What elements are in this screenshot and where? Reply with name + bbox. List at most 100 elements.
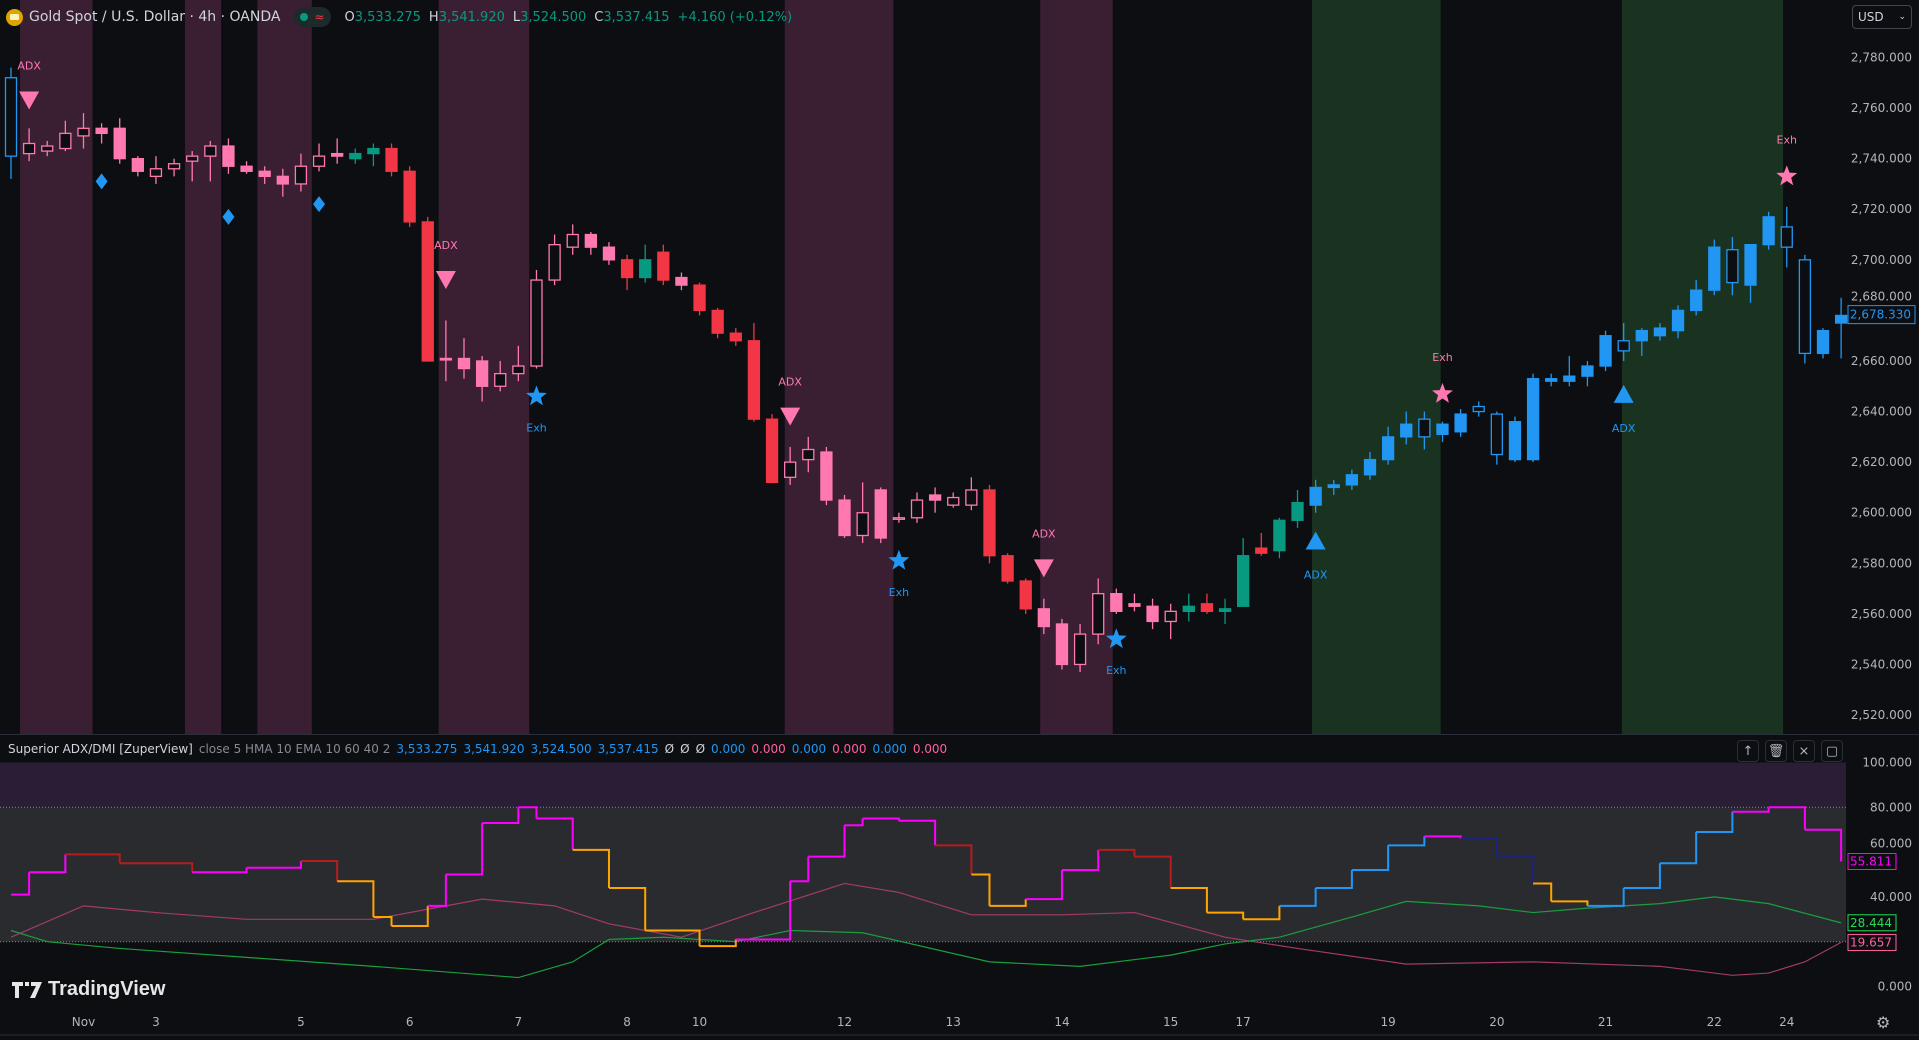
candle-body	[113, 127, 126, 160]
candle-body	[1237, 555, 1250, 607]
candle-body	[693, 284, 706, 312]
settings-gear-icon[interactable]: ⚙	[1876, 1013, 1891, 1032]
candle-body	[765, 418, 779, 484]
market-open-dot-icon	[300, 13, 309, 21]
adx-line-segment	[192, 867, 248, 874]
adx-value-tag	[1847, 852, 1897, 870]
candle-body	[95, 127, 108, 135]
candle	[1019, 578, 1032, 614]
candle-body	[1001, 555, 1014, 582]
adx-line-segment	[1768, 806, 1806, 830]
adx-line-segment	[246, 861, 302, 869]
indicator-value: 0.000	[791, 742, 827, 756]
candle	[1490, 411, 1503, 465]
time-axis-label: 10	[692, 1015, 707, 1029]
adx-line-segment	[1587, 887, 1625, 907]
adx-line-segment	[65, 853, 121, 864]
candle	[1400, 411, 1413, 445]
candle	[1291, 489, 1304, 528]
candle	[1182, 593, 1195, 622]
candle	[1436, 421, 1449, 442]
candle-body	[784, 461, 797, 478]
time-axis-label: 14	[1054, 1015, 1069, 1029]
price-axis-label: 2,520.000	[1851, 708, 1912, 722]
indicator-axis-label: 80.000	[1870, 800, 1912, 814]
candle	[602, 242, 616, 265]
di-plus-value-tag	[1847, 914, 1897, 932]
candle-body	[1291, 501, 1304, 521]
candle-body	[367, 147, 380, 155]
wave-icon: ≈	[314, 10, 325, 24]
delete-button[interactable]: 🗑	[1765, 740, 1787, 762]
maximize-button[interactable]: ▢	[1821, 740, 1843, 762]
star-icon	[526, 385, 547, 406]
candle-body	[1744, 243, 1757, 286]
brand-name: TradingView	[48, 978, 166, 1000]
ohlc-low: L3,524.500	[512, 9, 587, 25]
candle-body	[1073, 633, 1087, 666]
candle-body	[1635, 329, 1648, 342]
candle	[983, 484, 996, 564]
collapse-button[interactable]: ⨯	[1793, 740, 1815, 762]
candle-body	[403, 170, 416, 223]
candle-body	[167, 163, 181, 170]
candle-body	[59, 132, 72, 150]
adx-line-segment	[11, 872, 31, 896]
adx-line-segment	[1134, 855, 1172, 888]
candle	[1055, 618, 1069, 670]
candle	[820, 446, 833, 506]
triangle-down-icon	[780, 407, 801, 426]
candle	[1599, 330, 1612, 372]
candle-body	[240, 165, 253, 172]
adx-line-segment	[971, 873, 991, 906]
move-up-button[interactable]: ↑	[1737, 740, 1759, 762]
candle-body	[1834, 314, 1848, 324]
indicator-axis-label: 40.000	[1870, 890, 1912, 904]
candle	[439, 320, 453, 382]
candle-body	[1200, 603, 1214, 613]
candle-body	[820, 451, 833, 501]
candle	[258, 166, 271, 184]
candle	[1780, 206, 1793, 268]
candle	[349, 148, 362, 164]
currency-select[interactable]: USD ⌄	[1852, 5, 1912, 29]
marker-label: Exh	[889, 586, 909, 599]
candle-body	[1798, 259, 1812, 355]
candle-body	[512, 365, 525, 375]
triangle-up-icon	[1613, 384, 1634, 403]
adx-line-segment	[1098, 848, 1136, 857]
candle	[113, 118, 126, 164]
candle-body	[4, 77, 18, 157]
bull-zone-band	[1621, 0, 1784, 734]
adx-line-segment	[844, 818, 864, 827]
star-icon	[1776, 165, 1798, 186]
candle-body	[457, 357, 471, 370]
candle	[167, 158, 181, 177]
triangle-down-icon	[19, 91, 40, 110]
adx-line-segment	[373, 916, 393, 927]
candle	[22, 128, 36, 162]
indicator-name[interactable]: Superior ADX/DMI [ZuperView]	[8, 742, 193, 756]
market-status-pill[interactable]: ≈	[294, 7, 331, 27]
marker-label: ADX	[1032, 527, 1056, 540]
indicator-legend[interactable]: Superior ADX/DMI [ZuperView] close 5 HMA…	[8, 742, 947, 756]
adx-line-segment	[1206, 911, 1245, 920]
triangle-down-icon	[1033, 559, 1054, 578]
symbol-title[interactable]: Gold Spot / U.S. Dollar · 4h · OANDA	[29, 9, 281, 25]
candle	[1237, 538, 1250, 607]
adx-line-segment	[1623, 863, 1661, 889]
candle-body	[1671, 309, 1685, 332]
di-minus-value-tag-text: 19.657	[1850, 935, 1892, 949]
adx-line-segment	[1460, 837, 1498, 857]
adx-line-segment	[989, 899, 1027, 907]
candle-body	[1037, 608, 1050, 628]
tradingview-logo[interactable]: TradingView	[12, 978, 165, 1001]
price-axis-label: 2,660.000	[1851, 354, 1912, 368]
current-price-tag	[1847, 305, 1916, 325]
candle-body	[965, 489, 978, 506]
bear-zone-band	[784, 0, 894, 734]
symbol-header: Gold Spot / U.S. Dollar · 4h · OANDA ≈ O…	[6, 6, 792, 28]
candle-body	[475, 360, 489, 387]
triangle-up-icon	[1305, 531, 1326, 550]
